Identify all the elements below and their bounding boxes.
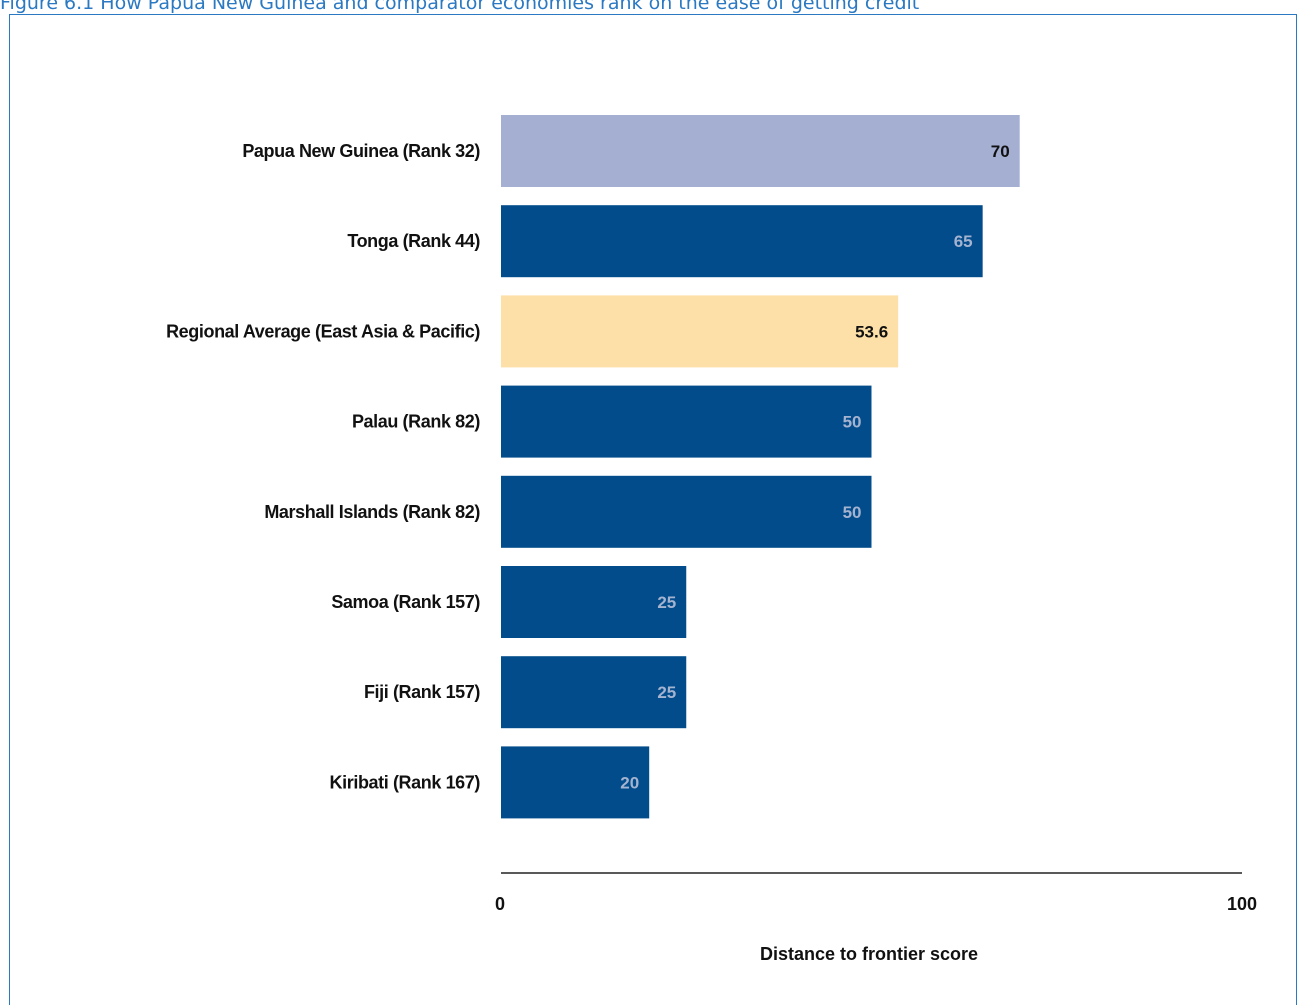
category-label-6: Samoa (Rank 157) [331, 592, 480, 612]
value-label-1: 70 [991, 142, 1010, 161]
figure-title: Figure 6.1 How Papua New Guinea and comp… [0, 0, 920, 14]
x-axis-title: Distance to frontier score [760, 944, 978, 964]
category-label-3: Regional Average (East Asia & Pacific) [166, 321, 480, 341]
bar-2 [501, 205, 983, 278]
value-label-6: 25 [657, 593, 676, 612]
value-label-5: 50 [843, 503, 862, 522]
category-label-5: Marshall Islands (Rank 82) [264, 502, 480, 522]
bar-3 [501, 295, 899, 368]
category-label-2: Tonga (Rank 44) [347, 231, 480, 251]
bar-5 [501, 475, 872, 548]
category-labels-group: Papua New Guinea (Rank 32) Tonga (Rank 44… [166, 141, 481, 792]
value-labels-group: 70 65 53.6 50 50 25 25 20 [620, 142, 1009, 792]
category-label-4: Palau (Rank 82) [352, 412, 480, 432]
x-tick-label-min: 0 [495, 894, 505, 914]
value-label-2: 65 [954, 232, 973, 251]
value-label-8: 20 [620, 773, 639, 792]
bars-group [501, 115, 1020, 819]
bar-6 [501, 566, 687, 638]
chart-frame [9, 14, 1297, 1005]
value-label-7: 25 [657, 683, 676, 702]
category-label-7: Fiji (Rank 157) [364, 682, 480, 702]
bar-4 [501, 385, 872, 458]
bar-7 [501, 656, 687, 729]
bar-8 [501, 746, 650, 819]
x-tick-label-max: 100 [1227, 894, 1257, 914]
value-label-4: 50 [843, 413, 862, 432]
category-label-8: Kiribati (Rank 167) [330, 772, 481, 792]
bar-1 [501, 115, 1020, 187]
value-label-3: 53.6 [855, 322, 888, 341]
category-label-1: Papua New Guinea (Rank 32) [242, 141, 480, 161]
